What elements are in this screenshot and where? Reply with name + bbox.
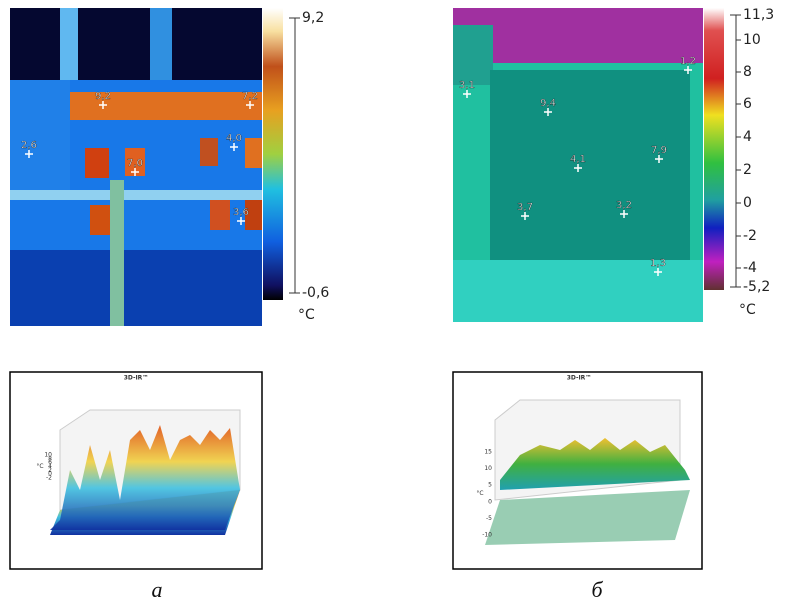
point-marker — [246, 101, 254, 109]
z-tick-label: -2 — [46, 475, 52, 482]
scale-unit: °C — [739, 302, 756, 318]
scale-bracket — [289, 17, 296, 294]
point-marker — [620, 210, 628, 218]
point-marker — [574, 164, 582, 172]
point-marker — [230, 143, 238, 151]
color-scale-a — [263, 8, 283, 300]
point-label: 3,1 — [459, 80, 475, 91]
point-label: 2,6 — [21, 140, 37, 151]
plot3d-a — [9, 371, 263, 570]
plot3d-title: 3D-IR™ — [567, 375, 592, 382]
z-tick-label: 10 — [44, 452, 52, 459]
z-tick-label: 8 — [48, 455, 52, 462]
z-tick-label: 0 — [488, 498, 492, 505]
scale-label: 0 — [743, 195, 752, 211]
point-marker — [99, 101, 107, 109]
point-marker — [684, 66, 692, 74]
z-axis-label: °C — [476, 490, 483, 497]
panel-label: б — [591, 577, 603, 602]
point-label: 7,2 — [242, 91, 258, 102]
point-label: 1,2 — [680, 56, 696, 67]
color-scale-b — [704, 8, 724, 290]
point-marker — [237, 217, 245, 225]
plot3d-b — [452, 371, 703, 570]
scale-label: 6 — [743, 96, 752, 112]
z-tick-label: 10 — [484, 465, 492, 472]
point-marker — [655, 155, 663, 163]
z-tick-label: 2 — [48, 467, 52, 474]
point-label: 3,6 — [233, 207, 249, 218]
point-label: 4,0 — [226, 133, 242, 144]
point-marker — [131, 168, 139, 176]
scale-label: -2 — [743, 228, 757, 244]
scale-bracket — [730, 14, 737, 288]
scale-label: 11,3 — [743, 7, 774, 23]
z-tick-label: 15 — [484, 449, 492, 456]
point-label: 3,7 — [517, 202, 533, 213]
scale-label: -4 — [743, 260, 757, 276]
scale-label: 9,2 — [302, 10, 324, 26]
z-tick-label: 4 — [48, 463, 52, 470]
z-axis-label: °C — [36, 463, 43, 470]
panel-label: а — [152, 577, 163, 602]
point-marker — [25, 150, 33, 158]
z-tick-label: -5 — [486, 515, 492, 522]
scale-label: -0,6 — [302, 285, 329, 301]
point-marker — [463, 90, 471, 98]
z-tick-label: 5 — [488, 482, 492, 489]
scale-label: -5,2 — [743, 279, 770, 295]
point-marker — [654, 268, 662, 276]
point-label: 7,9 — [651, 145, 667, 156]
point-label: 3,2 — [616, 200, 632, 211]
scale-label: 4 — [743, 129, 752, 145]
plot3d-title: 3D-IR™ — [124, 375, 149, 382]
scale-unit: °C — [298, 307, 315, 323]
point-label: 7,0 — [127, 158, 143, 169]
point-label: 9,4 — [540, 98, 556, 109]
z-tick-label: -10 — [482, 532, 492, 539]
point-label: 9,2 — [95, 91, 111, 102]
thermal-image-a — [10, 8, 262, 326]
point-label: 4,1 — [570, 154, 586, 165]
point-label: 1,3 — [650, 258, 666, 269]
scale-label: 2 — [743, 162, 752, 178]
z-tick-label: 6 — [48, 459, 52, 466]
scale-label: 8 — [743, 64, 752, 80]
scale-label: 10 — [743, 32, 761, 48]
point-marker — [544, 108, 552, 116]
z-tick-label: 0 — [48, 471, 52, 478]
point-marker — [521, 212, 529, 220]
